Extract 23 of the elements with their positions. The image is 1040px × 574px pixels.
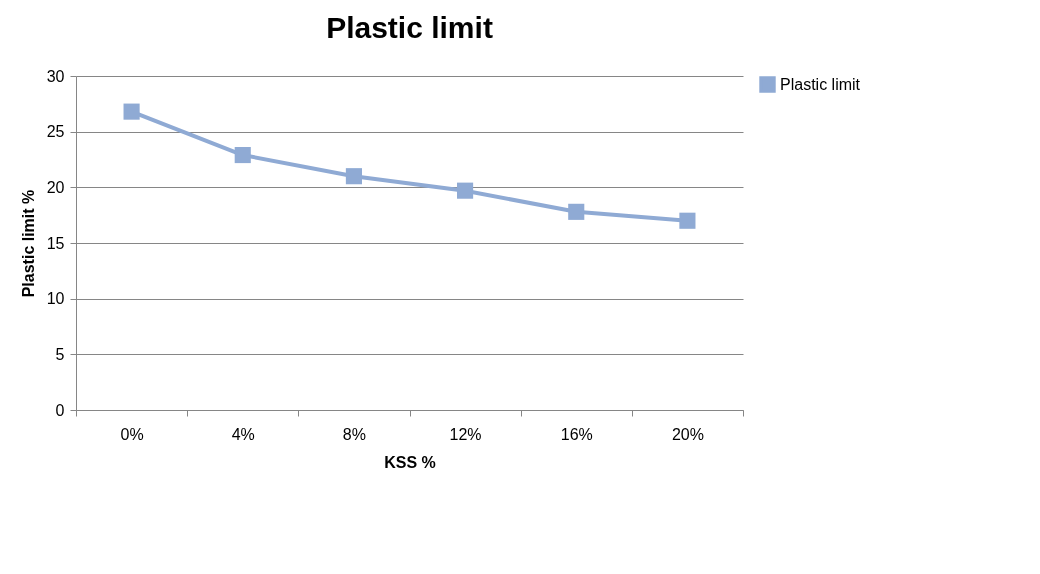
point: [568, 203, 585, 220]
y-tick-label: 0: [55, 401, 65, 419]
chart-title: Plastic limit: [326, 11, 493, 44]
x-tick-label: 16%: [560, 425, 593, 443]
y-tick-label: 20: [46, 178, 65, 196]
x-tick-label: 0%: [120, 425, 144, 443]
point: [679, 212, 696, 229]
point: [457, 182, 474, 199]
x-tick-label: 4%: [231, 425, 255, 443]
y-axis-title: Plastic limit %: [19, 189, 37, 298]
point: [123, 103, 140, 120]
y-tick-label: 10: [46, 290, 65, 308]
x-axis-title: KSS %: [384, 453, 436, 471]
y-tick-label: 5: [55, 345, 65, 363]
y-tick-label: 15: [46, 234, 65, 252]
y-tick-label: 30: [46, 67, 65, 85]
point: [234, 146, 251, 164]
x-tick-label: 20%: [671, 425, 704, 443]
y-tick-label: 25: [46, 123, 65, 141]
legend-label: Plastic limit: [780, 75, 861, 93]
x-tick-label: 8%: [342, 425, 366, 443]
x-tick-label: 12%: [449, 425, 482, 443]
point: [345, 168, 362, 185]
